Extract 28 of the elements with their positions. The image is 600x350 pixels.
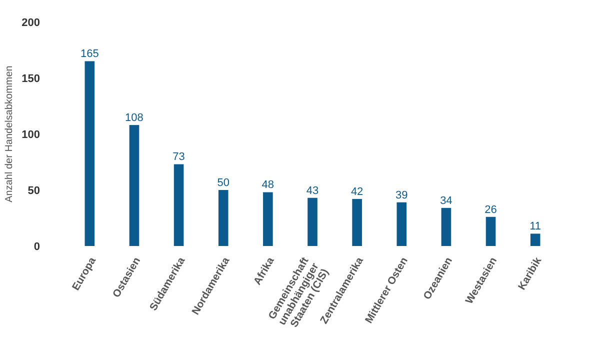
bar (396, 202, 407, 246)
bar (263, 192, 273, 246)
data-label: 39 (396, 189, 408, 202)
data-label: 73 (172, 151, 185, 164)
y-axis-title: Anzahl der Handelsabkommen (4, 66, 15, 202)
y-tick-label: 100 (22, 128, 40, 141)
bar (308, 198, 318, 246)
y-tick-label: 200 (22, 16, 40, 29)
bar (174, 164, 184, 246)
bar (441, 208, 452, 246)
data-label: 26 (484, 204, 497, 216)
data-label: 43 (306, 184, 319, 197)
data-label: 165 (80, 48, 99, 60)
bar (352, 198, 362, 246)
data-label: 11 (530, 220, 542, 233)
bar (486, 216, 496, 246)
y-tick-label: 150 (22, 72, 40, 85)
data-label: 42 (350, 186, 364, 198)
data-label: 34 (440, 194, 452, 207)
data-label: 108 (125, 112, 144, 124)
bar (218, 190, 228, 246)
bar (530, 234, 540, 246)
bar (84, 61, 95, 246)
data-label: 50 (217, 177, 230, 189)
bar (129, 125, 140, 246)
y-tick-label: 50 (28, 184, 40, 197)
y-tick-label: 0 (34, 240, 40, 253)
data-label: 48 (262, 179, 274, 192)
